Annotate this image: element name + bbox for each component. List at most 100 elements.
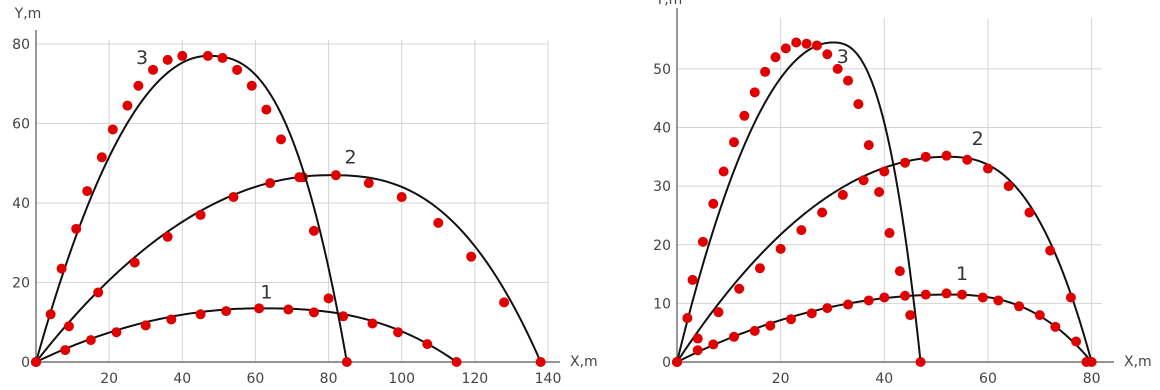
data-point-1 <box>941 288 952 299</box>
data-point-1 <box>806 308 817 319</box>
x-tick-label: 80 <box>1083 371 1101 387</box>
curve-label-1: 1 <box>956 263 968 285</box>
data-point-3 <box>31 357 41 367</box>
data-point-1 <box>977 292 988 303</box>
y-axis-label: Y,m <box>655 0 683 8</box>
data-point-2 <box>433 217 444 228</box>
trajectory-curve-2 <box>35 174 542 363</box>
data-point-3 <box>729 137 740 148</box>
data-point-3 <box>45 309 56 320</box>
data-point-2 <box>265 178 276 189</box>
data-point-1 <box>993 295 1004 306</box>
data-point-2 <box>330 170 341 181</box>
data-point-2 <box>1003 181 1014 192</box>
y-tick-label: 40 <box>12 196 30 212</box>
data-point-3 <box>687 274 698 285</box>
x-tick-label: 80 <box>320 371 338 387</box>
data-point-1 <box>166 314 177 325</box>
data-point-3 <box>863 140 874 151</box>
data-point-2 <box>734 283 745 294</box>
data-point-2 <box>754 263 765 274</box>
data-point-3 <box>672 357 682 367</box>
trajectory-curve-3 <box>676 41 922 363</box>
data-point-1 <box>221 306 232 317</box>
data-point-2 <box>228 192 239 203</box>
data-point-3 <box>96 152 107 163</box>
data-point-2 <box>920 151 931 162</box>
data-point-1 <box>692 345 703 356</box>
data-point-1 <box>422 339 433 350</box>
data-point-3 <box>202 50 213 61</box>
data-point-2 <box>396 192 407 203</box>
data-point-1 <box>920 289 931 300</box>
data-point-2 <box>195 209 206 220</box>
data-point-2 <box>466 251 477 262</box>
x-tick-label: 120 <box>461 371 488 387</box>
data-point-1 <box>338 311 349 322</box>
data-point-1 <box>111 327 122 338</box>
x-axis-label: X,m <box>570 354 598 370</box>
data-point-3 <box>217 52 228 63</box>
data-point-1 <box>283 304 294 315</box>
data-point-2 <box>837 189 848 200</box>
data-point-3 <box>71 223 82 234</box>
data-point-2 <box>129 257 140 268</box>
data-point-3 <box>82 186 93 197</box>
x-axis-label: X,m <box>1124 354 1152 370</box>
x-tick-label: 40 <box>875 371 893 387</box>
data-point-3 <box>770 52 781 63</box>
data-point-1 <box>140 320 151 331</box>
data-point-1 <box>1014 301 1025 312</box>
y-tick-label: 20 <box>653 238 671 254</box>
curve-label-3: 3 <box>136 47 148 69</box>
data-point-2 <box>1086 357 1097 367</box>
data-point-1 <box>822 303 833 314</box>
data-point-2 <box>1065 292 1076 303</box>
data-point-2 <box>962 154 973 165</box>
data-point-1 <box>85 335 96 346</box>
data-point-3 <box>246 80 257 91</box>
curve-label-3: 3 <box>837 46 849 68</box>
data-point-2 <box>796 225 807 236</box>
data-point-2 <box>817 207 828 218</box>
data-point-3 <box>760 66 771 77</box>
chart-panel-2: 20 40 60 80 0 10 20 30 40 50 X,m Y,m 1 2 3 <box>653 0 1152 387</box>
data-point-3 <box>894 266 905 277</box>
data-point-2 <box>499 297 510 308</box>
data-point-1 <box>843 299 854 310</box>
data-point-1 <box>729 331 740 342</box>
data-point-1 <box>308 307 319 318</box>
x-tick-label: 20 <box>100 371 118 387</box>
data-point-2 <box>775 243 786 254</box>
data-point-2 <box>858 175 869 186</box>
data-point-3 <box>739 110 750 121</box>
x-tick-label: 20 <box>772 371 790 387</box>
data-point-1 <box>957 289 968 300</box>
data-point-3 <box>822 49 833 60</box>
data-point-1 <box>254 303 265 314</box>
data-point-3 <box>780 43 791 54</box>
data-point-3 <box>232 64 243 75</box>
data-point-3 <box>148 64 159 75</box>
data-point-1 <box>367 318 378 329</box>
trajectory-curve-3 <box>35 54 348 363</box>
y-tick-label: 10 <box>653 296 671 312</box>
data-point-3 <box>162 54 173 65</box>
data-point-3 <box>718 166 729 177</box>
y-tick-label: 60 <box>12 117 30 133</box>
x-tick-label: 40 <box>173 371 191 387</box>
data-point-3 <box>294 172 305 183</box>
data-point-1 <box>195 309 206 320</box>
data-point-3 <box>915 357 926 367</box>
data-point-3 <box>261 104 272 115</box>
data-point-3 <box>276 134 287 145</box>
data-point-2 <box>93 287 104 298</box>
data-point-3 <box>801 38 812 49</box>
data-point-3 <box>884 228 895 239</box>
y-tick-label: 30 <box>653 179 671 195</box>
data-point-2 <box>363 178 374 189</box>
data-point-2 <box>535 357 546 367</box>
data-point-1 <box>765 320 776 331</box>
data-point-1 <box>451 357 462 367</box>
